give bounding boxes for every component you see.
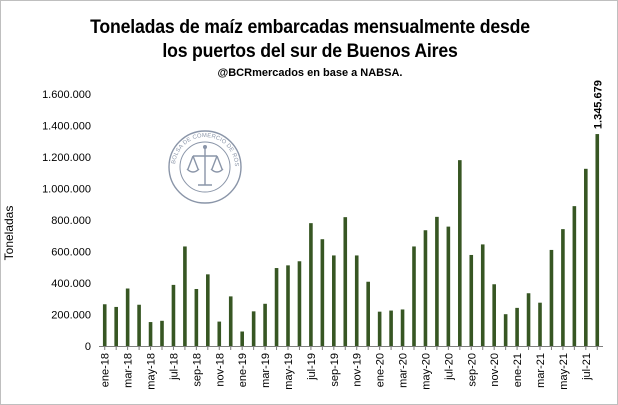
bar-oct-18 [206, 274, 210, 346]
bar-feb-19 [251, 311, 256, 346]
x-tick-label: may-18 [146, 353, 158, 390]
y-tick-label: 600.000 [51, 247, 91, 259]
x-tick-label: mar-21 [535, 353, 547, 388]
bar-may-21 [561, 229, 565, 346]
x-tick-label: may-20 [421, 353, 433, 390]
bar-sep-20 [469, 254, 474, 346]
bar-mar-19 [263, 303, 267, 346]
y-axis: 0 200.000 400.000 600.000 800.000 1.000.000 1.… [42, 89, 91, 353]
x-tick-label: mar-20 [398, 353, 410, 388]
x-tick-label: sep-19 [329, 353, 341, 387]
x-tick-label: ene-19 [237, 353, 249, 387]
bar-abr-18 [137, 304, 141, 346]
bar-jul-21 [584, 168, 588, 346]
x-tick-label: may-21 [558, 353, 570, 390]
x-tick-label: sep-18 [191, 353, 203, 387]
x-tick-label: jul-18 [169, 353, 181, 381]
bar-abr-21 [549, 249, 554, 346]
x-tick-label: nov-19 [352, 353, 364, 387]
bar-abr-20 [412, 246, 416, 346]
y-tick-label: 400.000 [51, 278, 91, 290]
bar-dic-20 [503, 314, 508, 346]
bar-jun-19 [297, 261, 302, 346]
bar-nov-19 [354, 255, 359, 346]
chart-subtitle: @BCRmercados en base a NABSA. [217, 67, 403, 79]
annotations: 1.345.679 [592, 80, 604, 129]
x-tick-label: nov-20 [489, 353, 501, 387]
seal-icon: BOLSA DE COMERCIO DE ROSARIO [165, 125, 242, 204]
chart-title-line-2: los puertos del sur de Buenos Aires [162, 41, 458, 62]
bar-jun-18 [160, 320, 164, 346]
x-tick-label: jul-21 [581, 353, 593, 381]
bar-jul-18 [171, 284, 176, 346]
bar-nov-20 [492, 284, 496, 346]
bar-mar-21 [538, 302, 542, 346]
x-tick-label: may-19 [283, 353, 295, 390]
bar-nov-18 [217, 321, 222, 346]
y-tick-label: 800.000 [51, 215, 91, 227]
y-tick-label: 200.000 [51, 310, 91, 322]
x-tick-label: ene-18 [100, 353, 112, 387]
bar-may-18 [148, 322, 153, 346]
bar-jul-19 [309, 223, 313, 346]
bar-ene-20 [377, 311, 382, 346]
x-tick-label: mar-18 [123, 353, 135, 388]
x-tick-label: mar-19 [260, 353, 272, 388]
x-tick-label: sep-20 [466, 353, 478, 387]
x-axis: ene-18 mar-18 may-18 jul-18 sep-18 nov-18 ene-… [99, 346, 603, 390]
bar-ago-20 [458, 160, 462, 346]
bar-feb-21 [526, 293, 531, 346]
y-tick-label: 1.000.000 [42, 184, 91, 196]
bar-oct-19 [343, 217, 348, 346]
data-label-ago-21: 1.345.679 [592, 80, 604, 129]
chart-title-line-1: Toneladas de maíz embarcadas mensualment… [90, 17, 530, 38]
bar-feb-18 [114, 306, 118, 346]
x-tick-label: ene-20 [375, 353, 387, 387]
bar-jun-20 [435, 216, 439, 346]
bar-ene-19 [240, 331, 244, 346]
x-tick-label: jul-19 [306, 353, 318, 381]
bar-mar-20 [400, 309, 405, 346]
bar-sep-18 [194, 288, 199, 346]
bar-ago-18 [183, 246, 187, 346]
bar-jul-20 [446, 226, 451, 346]
bar-abr-19 [274, 268, 279, 346]
bar-ago-19 [320, 239, 325, 346]
bar-ene-18 [102, 304, 107, 346]
bar-mar-18 [125, 288, 130, 346]
y-tick-label: 1.200.000 [42, 152, 91, 164]
x-tick-label: jul-20 [443, 353, 455, 381]
bar-may-19 [286, 265, 290, 346]
x-tick-label: nov-18 [214, 353, 226, 387]
bar-dic-19 [366, 281, 370, 346]
y-tick-label: 1.400.000 [42, 121, 91, 133]
bar-ago-21 [595, 134, 600, 346]
bar-feb-20 [389, 310, 393, 346]
bar-jun-21 [572, 206, 577, 346]
y-tick-label: 1.600.000 [42, 89, 91, 101]
bar-sep-19 [332, 255, 336, 346]
y-tick-label: 0 [85, 341, 91, 353]
bar-ene-21 [515, 307, 519, 346]
bar-oct-20 [480, 244, 485, 346]
seal-watermark: BOLSA DE COMERCIO DE ROSARIO [165, 125, 243, 205]
bars [102, 134, 600, 346]
bar-may-20 [423, 230, 428, 346]
bar-dic-18 [228, 296, 233, 346]
x-tick-label: ene-21 [512, 353, 524, 387]
